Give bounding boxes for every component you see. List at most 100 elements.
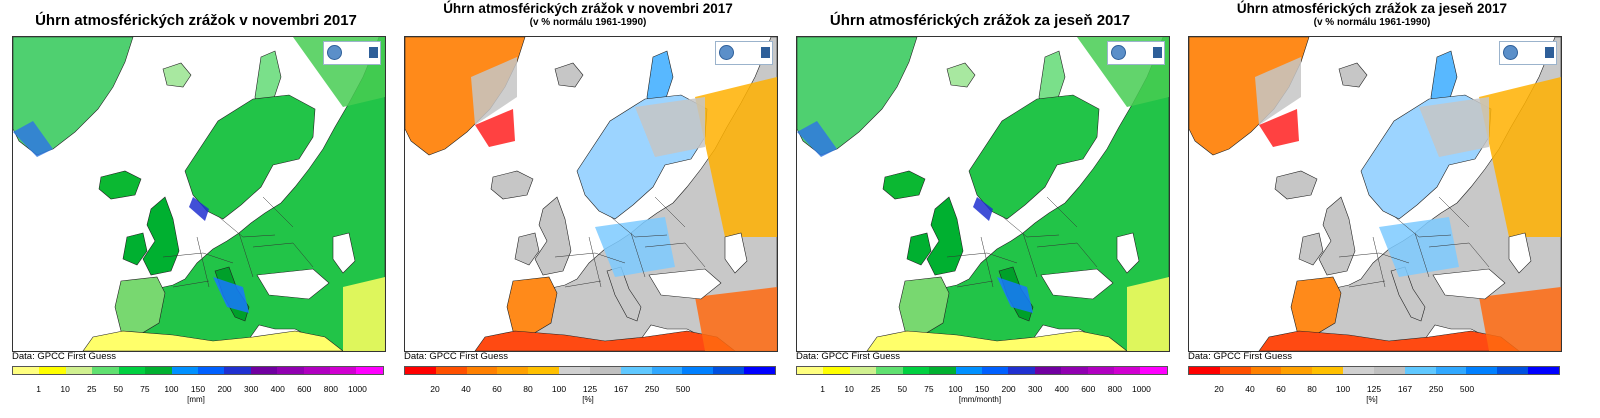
color-scale-segment	[1404, 367, 1436, 374]
precipitation-field	[1255, 57, 1301, 125]
country-borders	[554, 196, 706, 288]
region-africa	[866, 330, 1128, 351]
color-scale-segment	[744, 367, 775, 374]
data-source-label: Data: GPCC First Guess	[404, 351, 508, 362]
region-svalbard	[162, 62, 192, 88]
precipitation-map	[796, 36, 1170, 352]
color-scale-segment	[1140, 367, 1167, 374]
color-scale-segment	[823, 367, 850, 374]
sea-area	[1508, 232, 1532, 274]
color-scale-tick-label: 600	[1081, 384, 1096, 394]
color-scale-tick-label: 50	[897, 384, 908, 394]
europe-map	[797, 37, 1169, 351]
wmo-logo	[1107, 41, 1165, 65]
color-scale-segment	[981, 367, 1009, 374]
wmo-logo	[323, 41, 381, 65]
precipitation-field	[475, 109, 515, 147]
precipitation-field	[471, 57, 517, 125]
color-scale-tick-label: 100	[551, 384, 567, 394]
panel-subtitle: (v % normálu 1961-1990)	[529, 17, 647, 28]
color-scale-bar	[404, 366, 776, 375]
color-scale-tick-label: 1000	[1131, 384, 1151, 394]
color-scale-segment	[589, 367, 621, 374]
color-scale-segment	[559, 367, 590, 374]
unit-label: [%]	[582, 395, 594, 404]
color-scale-segment	[1250, 367, 1282, 374]
color-scale-segment	[197, 367, 225, 374]
precipitation-field	[1127, 277, 1169, 351]
color-scale-bar	[12, 366, 384, 375]
region-greenland	[405, 37, 526, 156]
precipitation-map	[12, 36, 386, 352]
region-greenland	[797, 37, 918, 156]
color-scale-tick-label: 167	[1397, 384, 1413, 394]
region-iceland	[1274, 170, 1318, 200]
color-scale-tick-label: 100	[948, 384, 963, 394]
panel-title: Úhrn atmosférických zrážok v novembri 20…	[35, 12, 357, 29]
color-scale-segment	[466, 367, 498, 374]
color-scale-tick-label: 1000	[347, 384, 367, 394]
region-svalbard	[946, 62, 976, 88]
region-africa	[82, 330, 344, 351]
precipitation-field	[213, 277, 249, 313]
color-scale-segment	[1343, 367, 1374, 374]
sea-area	[648, 268, 722, 300]
emblem-icon	[369, 47, 378, 58]
color-scale-tick-label: 150	[974, 384, 990, 394]
precipitation-map	[1188, 36, 1562, 352]
region-svalbard	[554, 62, 584, 88]
region-iberia	[114, 276, 166, 336]
map-panel-autumn-percent: Úhrn atmosférických zrážok za jeseň 2017…	[1176, 0, 1568, 418]
map-panel-november-total: Úhrn atmosférických zrážok v novembri 20…	[0, 0, 392, 418]
region-continent	[904, 37, 1169, 351]
region-scandinavia	[184, 94, 316, 220]
region-ireland	[906, 232, 932, 266]
color-scale-tick-label: 75	[924, 384, 934, 394]
region-britain	[1318, 196, 1356, 276]
color-scale-segment	[1281, 367, 1313, 374]
panel-title: Úhrn atmosférických zrážok za jeseň 2017	[829, 12, 1131, 29]
data-source-label: Data: GPCC First Guess	[1188, 351, 1292, 362]
color-scale-segment	[797, 367, 824, 374]
europe-map	[405, 37, 777, 351]
color-scale-tick-label: 200	[1001, 384, 1016, 394]
region-britain	[926, 196, 964, 276]
color-scale-segment	[651, 367, 683, 374]
color-scale-tick-label: 800	[1107, 384, 1122, 394]
color-scale-segment	[118, 367, 146, 374]
color-scale-segment	[1219, 367, 1251, 374]
map-panel-november-percent: Úhrn atmosférických zrážok v novembri 20…	[392, 0, 784, 418]
color-scale-segment	[171, 367, 198, 374]
data-source-label: Data: GPCC First Guess	[12, 351, 116, 362]
color-scale-tick-label: 25	[870, 384, 881, 394]
unit-label: [mm/month]	[958, 395, 1002, 404]
color-scale-tick-label: 167	[613, 384, 629, 394]
color-scale-tick-label: 600	[297, 384, 312, 394]
precipitation-map	[404, 36, 778, 352]
globe-icon	[327, 45, 342, 60]
precipitation-field	[1419, 97, 1489, 157]
color-scale-segment	[1189, 367, 1220, 374]
color-scale-tick-label: 150	[190, 384, 206, 394]
unit-label: [mm]	[187, 395, 205, 404]
precipitation-field	[997, 277, 1033, 313]
precipitation-field	[1479, 77, 1561, 237]
color-scale-tick-label: 1	[820, 384, 825, 394]
color-scale-segment	[1114, 367, 1141, 374]
precipitation-field	[797, 121, 837, 157]
color-scale-segment	[13, 367, 40, 374]
color-scale-tick-label: 40	[1245, 384, 1255, 394]
color-scale-segment	[620, 367, 652, 374]
color-scale-tick-label: 125	[1366, 384, 1382, 394]
region-scandinavia	[968, 94, 1100, 220]
country-borders	[162, 196, 314, 288]
color-scale-segment	[330, 367, 357, 374]
region-britain	[142, 196, 180, 276]
color-scale-segment	[528, 367, 560, 374]
precipitation-field	[189, 197, 209, 221]
color-scale-tick-label: 500	[675, 384, 691, 394]
color-scale-tick-label: 200	[217, 384, 232, 394]
panel-title: Úhrn atmosférických zrážok za jeseň 2017	[1236, 1, 1508, 16]
color-scale-segment	[1061, 367, 1088, 374]
color-scale-tick-label: 20	[430, 384, 440, 394]
